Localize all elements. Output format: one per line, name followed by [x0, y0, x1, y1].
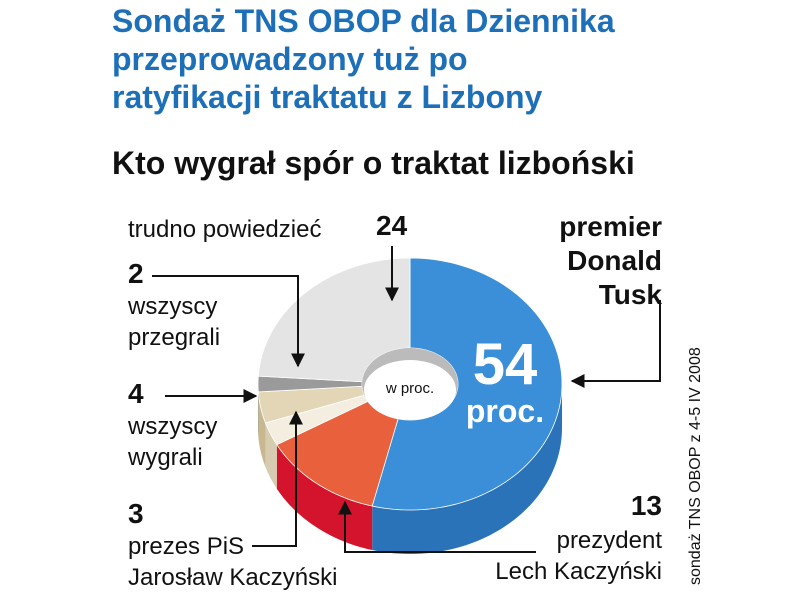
arrows [152, 246, 661, 553]
value-label: 24 [376, 210, 408, 241]
slice-label: wszyscy wygrali [128, 413, 218, 471]
arrow [570, 300, 661, 388]
slice-label: trudno powiedzieć [128, 216, 322, 243]
value-label: 54 proc. [465, 332, 545, 429]
slice-side [265, 422, 277, 489]
value-label: 3 [128, 498, 144, 529]
slice-label: prezes PiS Jarosław Kaczyński [128, 533, 338, 591]
donut-hole [364, 360, 456, 420]
chart-subtitle: Kto wygrał spór o traktat lizboński [112, 145, 635, 181]
chart-title: Sondaż TNS OBOP dla Dziennika przeprowad… [112, 3, 615, 115]
slice-side [276, 444, 373, 551]
slice-label: wszyscy przegrali [128, 293, 221, 351]
value-label: 4 [128, 378, 144, 409]
slice-label: prezydent Lech Kaczyński [495, 527, 662, 585]
value-label: 2 [128, 258, 144, 289]
pie [257, 257, 563, 554]
slice-side [258, 391, 266, 467]
source-note: sondaż TNS OBOP z 4-5 IV 2008 [687, 347, 704, 585]
value-label: 13 [630, 490, 662, 521]
arrow [338, 500, 536, 553]
arrow [252, 410, 303, 547]
arrow [152, 275, 305, 368]
slice-label: premier Donald Tusk [559, 211, 662, 310]
slice-side [372, 384, 562, 554]
center-label: w proc. [385, 380, 435, 397]
